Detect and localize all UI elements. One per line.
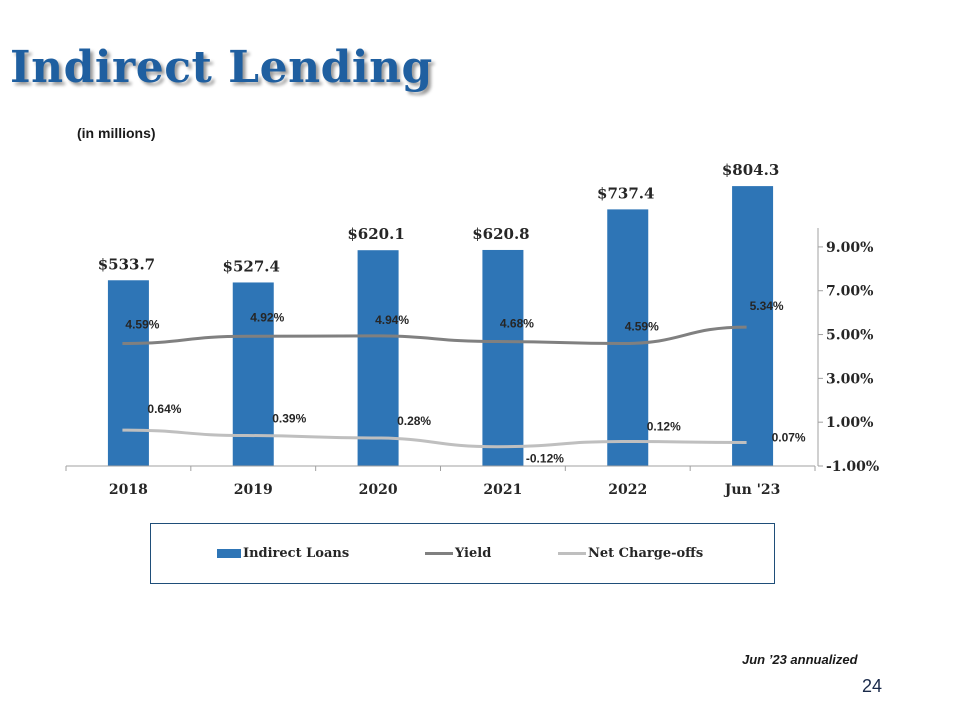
right-axis-tick-label: -1.00% [826, 459, 879, 475]
bar-value-label: $737.4 [597, 184, 654, 202]
x-tick-label: 2020 [359, 482, 398, 498]
net-charge-offs-data-label: 0.12% [647, 419, 681, 433]
x-tick-label: 2019 [234, 482, 273, 498]
legend-label: Indirect Loans [243, 546, 350, 561]
legend-swatch-line [558, 552, 586, 555]
bar [107, 280, 149, 466]
x-tick-label: 2022 [608, 482, 647, 498]
net-charge-offs-data-label: 0.64% [147, 402, 181, 416]
legend-label: Yield [455, 546, 492, 561]
net-charge-offs-data-label: 0.07% [772, 431, 806, 445]
bar-value-label: $620.8 [472, 225, 529, 243]
yield-data-label: 4.59% [125, 318, 159, 332]
x-tick-label: 2021 [483, 482, 522, 498]
yield-data-label: 4.92% [250, 310, 284, 324]
right-axis-tick-label: 9.00% [826, 240, 873, 256]
legend-item-net-charge-offs: Net Charge-offs [558, 546, 703, 561]
chart-legend: Indirect Loans Yield Net Charge-offs [150, 523, 775, 584]
right-axis-tick-label: 3.00% [826, 371, 873, 387]
yield-data-label: 5.34% [750, 299, 784, 313]
legend-label: Net Charge-offs [588, 546, 704, 561]
bar-value-label: $804.3 [722, 161, 779, 179]
net-charge-offs-data-label: 0.28% [397, 414, 431, 428]
legend-item-indirect-loans: Indirect Loans [217, 546, 349, 561]
x-tick-label: Jun '23 [723, 482, 781, 498]
bar-value-label: $620.1 [347, 225, 404, 243]
right-axis-tick-label: 1.00% [826, 415, 873, 431]
x-tick-label: 2018 [109, 482, 148, 498]
legend-swatch-line [425, 552, 453, 555]
chart-units-label: (in millions) [77, 125, 156, 141]
bar [357, 250, 399, 466]
page-title: Indirect Lending [10, 42, 433, 93]
right-axis-tick-label: 5.00% [826, 328, 873, 344]
net-charge-offs-line [122, 428, 747, 449]
bar-value-label: $533.7 [98, 255, 155, 273]
right-axis-tick-label: 7.00% [826, 284, 873, 300]
net-charge-offs-data-label: -0.12% [526, 452, 564, 466]
net-charge-offs-data-label: 0.39% [272, 412, 306, 426]
page-number: 24 [862, 676, 883, 696]
yield-line [122, 325, 747, 346]
yield-data-label: 4.68% [500, 317, 534, 331]
bar-value-label: $527.4 [223, 257, 280, 275]
bar [607, 209, 649, 466]
yield-data-label: 4.94% [375, 313, 409, 327]
yield-data-label: 4.59% [625, 320, 659, 334]
legend-item-yield: Yield [425, 546, 491, 561]
bar [482, 249, 524, 466]
footnote: Jun ’23 annualized [742, 652, 858, 667]
legend-swatch-bar [217, 549, 241, 558]
